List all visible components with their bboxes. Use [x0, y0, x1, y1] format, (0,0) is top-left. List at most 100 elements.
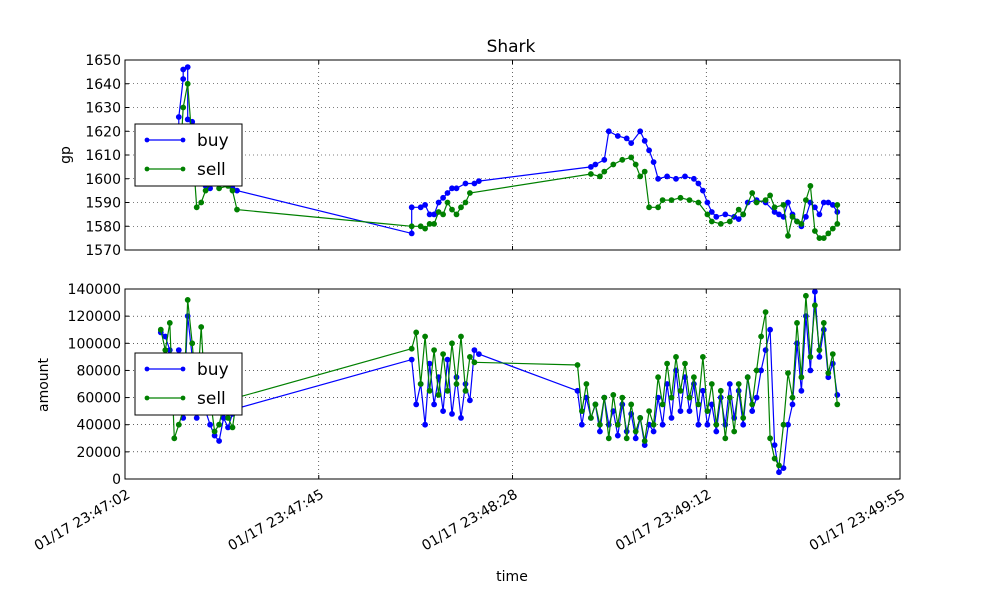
data-point-sell — [632, 161, 639, 168]
data-point-buy — [735, 216, 742, 223]
data-point-sell — [619, 394, 626, 401]
data-point-buy — [650, 159, 657, 166]
legend-label-sell: sell — [197, 160, 226, 180]
y-tick-label: 1620 — [85, 124, 121, 140]
data-point-buy — [834, 392, 841, 398]
data-point-buy — [601, 156, 608, 163]
data-point-sell — [708, 218, 715, 225]
data-point-sell — [180, 104, 187, 111]
data-point-sell — [444, 199, 451, 206]
y-tick-label: 80000 — [76, 363, 121, 379]
data-point-sell — [189, 340, 196, 347]
data-point-sell — [579, 408, 585, 415]
data-point-buy — [207, 421, 214, 428]
data-point-buy — [408, 230, 415, 237]
data-point-buy — [816, 354, 823, 360]
data-point-sell — [234, 206, 240, 213]
data-point-sell — [762, 197, 769, 204]
data-point-sell — [171, 435, 178, 442]
data-point-buy — [713, 213, 720, 220]
data-point-sell — [408, 345, 415, 352]
data-point-buy — [789, 401, 796, 408]
x-tick-label: 01/17 23:49:12 — [613, 487, 714, 555]
data-point-buy — [749, 408, 756, 415]
data-point-sell — [605, 435, 612, 442]
data-point-sell — [467, 354, 473, 360]
data-point-sell — [655, 204, 661, 211]
data-point-sell — [825, 230, 832, 237]
data-point-buy — [780, 465, 787, 472]
data-point-buy — [704, 421, 711, 428]
data-point-buy — [825, 199, 832, 206]
data-point-sell — [659, 401, 666, 408]
data-point-sell — [682, 360, 688, 367]
data-point-sell — [673, 354, 679, 360]
data-point-sell — [820, 235, 827, 242]
data-point-buy — [614, 432, 621, 439]
data-point-sell — [740, 211, 747, 218]
data-point-sell — [753, 199, 760, 206]
x-tick-label: 01/17 23:47:02 — [32, 487, 133, 555]
data-point-sell — [677, 387, 684, 394]
data-point-buy — [785, 199, 791, 206]
series-line-sell — [174, 83, 838, 239]
data-point-sell — [695, 199, 702, 206]
y-tick-label: 100000 — [68, 336, 121, 352]
data-point-sell — [664, 360, 670, 367]
y-tick-label: 20000 — [76, 445, 121, 461]
data-point-buy — [677, 408, 684, 415]
data-point-sell — [704, 211, 711, 218]
data-point-sell — [735, 381, 742, 387]
y-tick-label: 60000 — [76, 391, 121, 407]
data-point-sell — [471, 359, 478, 366]
data-point-sell — [789, 213, 796, 220]
data-point-sell — [695, 401, 702, 408]
data-point-sell — [700, 354, 706, 360]
data-point-sell — [812, 228, 818, 234]
data-point-sell — [655, 374, 661, 381]
data-point-sell — [458, 333, 464, 340]
data-point-buy — [440, 408, 447, 415]
data-point-sell — [753, 367, 760, 374]
data-point-buy — [462, 180, 469, 187]
data-point-sell — [780, 421, 787, 428]
data-point-sell — [767, 435, 773, 442]
data-point-sell — [453, 381, 460, 387]
data-point-buy — [659, 421, 666, 428]
y-tick-label: 40000 — [76, 418, 121, 434]
data-point-sell — [449, 340, 455, 347]
data-point-sell — [659, 197, 666, 204]
data-point-buy — [614, 133, 621, 139]
data-point-sell — [431, 347, 438, 354]
data-point-sell — [628, 401, 635, 408]
data-point-sell — [198, 324, 205, 330]
data-point-sell — [735, 206, 742, 213]
data-point-sell — [807, 183, 814, 189]
data-point-buy — [641, 137, 648, 144]
amount-subplot: 0 20000 40000 60000 80000 100000 120000 140000 0… — [32, 282, 908, 554]
data-point-sell — [780, 202, 787, 208]
y-tick-label: 1610 — [85, 148, 121, 164]
data-point-buy — [471, 347, 478, 354]
data-point-sell — [812, 302, 818, 309]
data-point-sell — [216, 185, 223, 192]
data-point-buy — [476, 351, 482, 358]
data-point-buy — [216, 438, 223, 444]
data-point-sell — [619, 156, 626, 163]
data-point-sell — [229, 424, 236, 431]
data-point-sell — [632, 428, 639, 435]
data-point-buy — [408, 356, 415, 363]
data-point-sell — [717, 221, 724, 227]
data-point-buy — [471, 180, 478, 187]
legend-label-buy: buy — [197, 131, 229, 151]
data-point-sell — [646, 408, 652, 415]
data-point-buy — [628, 140, 635, 147]
data-point-sell — [623, 435, 630, 442]
data-point-sell — [449, 206, 455, 213]
data-point-buy — [767, 326, 773, 333]
data-point-buy — [704, 199, 711, 206]
data-point-buy — [444, 190, 451, 196]
data-point-sell — [771, 455, 778, 462]
data-point-sell — [467, 190, 473, 196]
data-point-sell — [440, 351, 447, 358]
